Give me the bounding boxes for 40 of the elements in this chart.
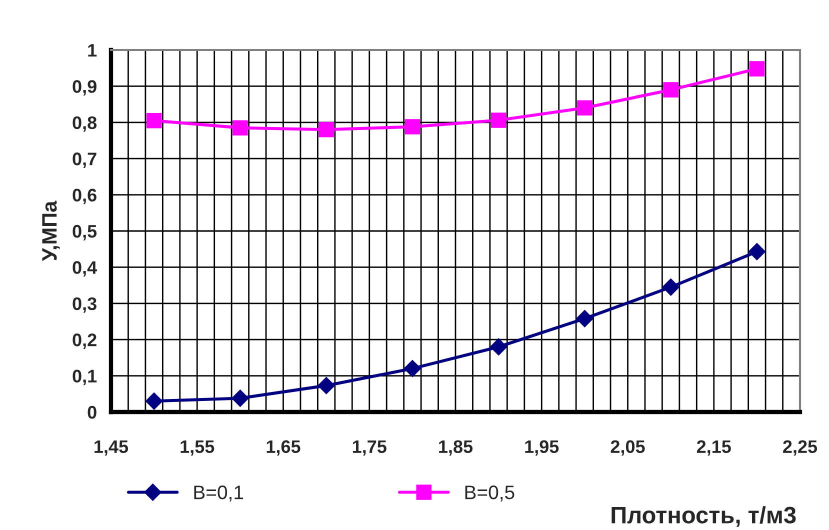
point [404, 119, 420, 134]
y-axis-title: У,МПа [42, 200, 60, 262]
x-tick-label: 2,05 [610, 440, 645, 456]
point [232, 390, 249, 407]
point [663, 82, 678, 98]
point [577, 100, 592, 116]
y-tick-label: 0,3 [72, 297, 96, 313]
y-tick-label: 0,2 [72, 334, 96, 349]
y-tick-label: 0,5 [72, 224, 97, 240]
legend-label: В=0,1 [194, 485, 244, 502]
x-tick-label: 1,45 [94, 440, 128, 456]
x-tick-label: 1,85 [439, 440, 473, 456]
point [490, 338, 508, 356]
y-tick-label: 0,4 [72, 261, 98, 277]
y-tick-label: 0,1 [72, 370, 97, 386]
point [576, 310, 594, 328]
y-tick-label: 1 [88, 44, 97, 57]
point [404, 360, 421, 378]
y-tick-label: 0,8 [72, 116, 97, 132]
point [146, 112, 162, 128]
point [748, 243, 766, 260]
y-tick-label: 0 [88, 406, 96, 419]
x-tick-label: 1,55 [180, 440, 214, 456]
y-tick-label: 0,7 [72, 152, 96, 168]
legend-label: В=0,5 [465, 485, 514, 502]
x-axis-title: Плотность, т/м3 [612, 506, 796, 527]
point [662, 278, 680, 296]
y-tick-label: 0,9 [72, 80, 96, 96]
point [749, 61, 765, 76]
point [146, 392, 163, 410]
point [318, 377, 335, 394]
x-tick-label: 1,65 [266, 440, 300, 456]
x-tick-label: 2,25 [783, 440, 818, 456]
y-tick-label: 0,6 [72, 188, 96, 204]
point [490, 112, 506, 128]
point [232, 120, 248, 136]
x-tick-label: 2,15 [696, 440, 731, 456]
point [318, 122, 334, 138]
x-tick-label: 1,75 [352, 440, 386, 456]
x-tick-label: 1,95 [525, 440, 559, 456]
